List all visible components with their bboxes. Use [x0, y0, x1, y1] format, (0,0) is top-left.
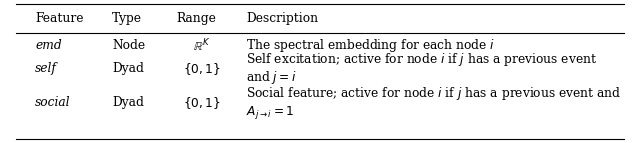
Text: Description: Description [246, 12, 319, 25]
Text: Dyad: Dyad [112, 62, 144, 75]
Text: $\{0,1\}$: $\{0,1\}$ [182, 95, 221, 111]
Text: Social feature; active for node $i$ if $j$ has a previous event and: Social feature; active for node $i$ if $… [246, 85, 621, 102]
Text: $\{0,1\}$: $\{0,1\}$ [182, 61, 221, 77]
Text: self: self [35, 62, 57, 75]
Text: Feature: Feature [35, 12, 84, 25]
Text: Node: Node [112, 39, 145, 52]
Text: The spectral embedding for each node $i$: The spectral embedding for each node $i$ [246, 37, 495, 54]
Text: $A_{j\rightarrow i} = 1$: $A_{j\rightarrow i} = 1$ [246, 104, 295, 121]
Text: Type: Type [112, 12, 142, 25]
Text: emd: emd [35, 39, 62, 52]
Text: Self excitation; active for node $i$ if $j$ has a previous event: Self excitation; active for node $i$ if … [246, 51, 598, 68]
Text: and $j = i$: and $j = i$ [246, 69, 297, 86]
Text: Dyad: Dyad [112, 97, 144, 109]
Text: social: social [35, 97, 70, 109]
Text: Range: Range [176, 12, 216, 25]
Text: $\mathbb{R}^K$: $\mathbb{R}^K$ [193, 37, 210, 54]
